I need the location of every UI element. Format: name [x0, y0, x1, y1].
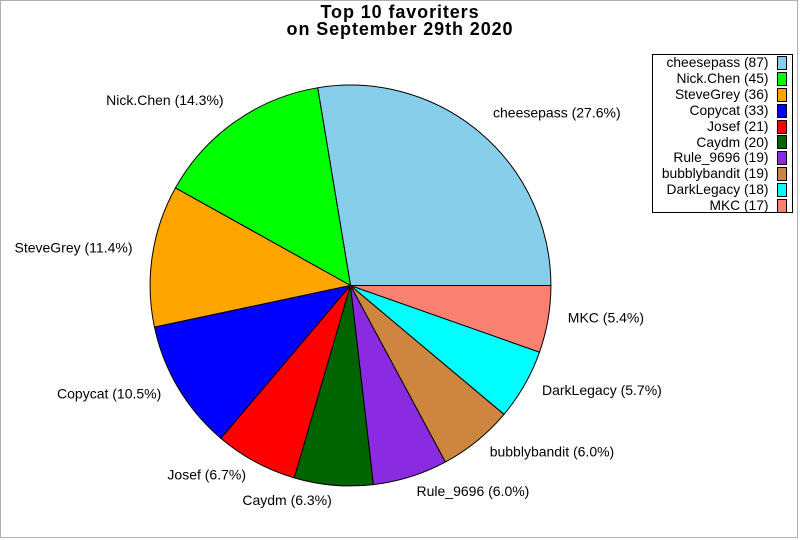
svg-text:Nick.Chen (14.3%): Nick.Chen (14.3%): [106, 92, 224, 108]
svg-text:Caydm (6.3%): Caydm (6.3%): [242, 492, 331, 508]
svg-text:Copycat (10.5%): Copycat (10.5%): [57, 386, 161, 402]
svg-text:MKC (5.4%): MKC (5.4%): [568, 310, 644, 326]
svg-text:Josef (6.7%): Josef (6.7%): [167, 467, 246, 483]
svg-text:SteveGrey (11.4%): SteveGrey (11.4%): [14, 240, 132, 256]
svg-text:DarkLegacy (5.7%): DarkLegacy (5.7%): [542, 382, 662, 398]
svg-text:bubblybandit (6.0%): bubblybandit (6.0%): [490, 444, 615, 460]
svg-text:cheesepass (27.6%): cheesepass (27.6%): [493, 104, 621, 120]
svg-text:Rule_9696 (6.0%): Rule_9696 (6.0%): [417, 483, 530, 499]
